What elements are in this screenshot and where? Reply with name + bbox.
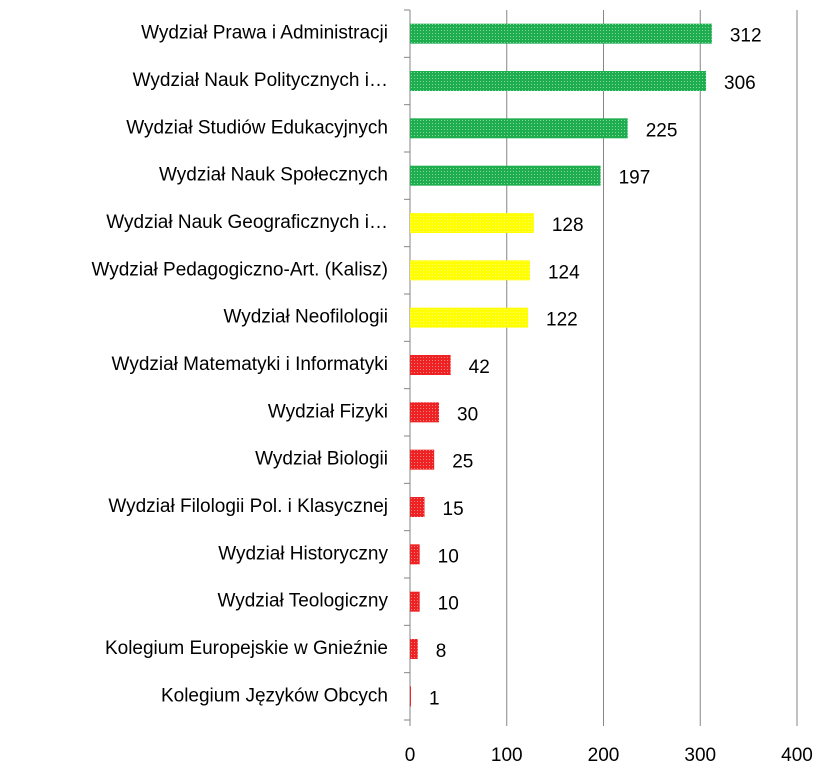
y-tick-label: Wydział Studiów Edukacyjnych bbox=[126, 117, 388, 138]
bar-texture bbox=[410, 260, 530, 281]
y-tick-label: Wydział Matematyki i Informatyki bbox=[112, 354, 388, 375]
value-label: 197 bbox=[619, 168, 651, 189]
value-label: 128 bbox=[552, 215, 584, 236]
y-tick-label: Wydział Nauk Politycznych i… bbox=[133, 70, 388, 91]
y-tick-label: Wydział Filologii Pol. i Klasycznej bbox=[108, 496, 388, 517]
bar-texture bbox=[410, 449, 435, 470]
value-label: 30 bbox=[457, 404, 478, 425]
value-label: 312 bbox=[730, 26, 762, 47]
bar-texture bbox=[410, 591, 420, 612]
y-tick-label: Wydział Historyczny bbox=[218, 543, 388, 564]
x-tick-label: 0 bbox=[405, 745, 416, 766]
x-tick-label: 400 bbox=[781, 745, 813, 766]
bar-texture bbox=[410, 71, 707, 91]
bar-texture bbox=[410, 118, 628, 139]
value-label: 10 bbox=[438, 594, 459, 615]
value-label: 306 bbox=[724, 73, 756, 94]
value-label: 15 bbox=[443, 499, 464, 520]
x-tick-label: 300 bbox=[684, 745, 716, 766]
bar-texture bbox=[410, 165, 601, 186]
y-tick-label: Kolegium Języków Obcych bbox=[161, 685, 388, 706]
y-tick-label: Wydział Teologiczny bbox=[217, 591, 388, 612]
bar-texture bbox=[410, 307, 529, 328]
bar-texture bbox=[410, 355, 451, 375]
value-label: 225 bbox=[646, 120, 678, 141]
y-tick-label: Wydział Nauk Społecznych bbox=[159, 165, 388, 186]
value-label: 25 bbox=[452, 452, 473, 473]
bar-texture bbox=[410, 213, 534, 233]
bar-texture bbox=[410, 639, 418, 659]
bar-texture bbox=[410, 402, 440, 423]
y-tick-label: Wydział Biologii bbox=[255, 449, 388, 470]
value-label: 122 bbox=[546, 310, 578, 331]
y-tick-label: Wydział Prawa i Administracji bbox=[141, 23, 388, 44]
bar-texture bbox=[410, 686, 411, 707]
y-tick-label: Kolegium Europejskie w Gnieźnie bbox=[105, 638, 388, 659]
value-label: 8 bbox=[436, 641, 447, 662]
y-tick-label: Wydział Nauk Geograficznych i… bbox=[106, 212, 388, 233]
bar-texture bbox=[410, 544, 420, 565]
y-tick-label: Wydział Fizyki bbox=[268, 401, 388, 422]
y-tick-label: Wydział Pedagogiczno-Art. (Kalisz) bbox=[91, 259, 388, 280]
bar-texture bbox=[410, 23, 712, 44]
x-tick-label: 200 bbox=[588, 745, 620, 766]
value-label: 1 bbox=[429, 688, 440, 709]
bar-texture bbox=[410, 497, 425, 517]
value-label: 124 bbox=[548, 262, 580, 283]
x-tick-label: 100 bbox=[491, 745, 523, 766]
value-label: 42 bbox=[469, 357, 490, 378]
value-label: 10 bbox=[438, 546, 459, 567]
y-tick-label: Wydział Neofilologii bbox=[223, 307, 388, 328]
